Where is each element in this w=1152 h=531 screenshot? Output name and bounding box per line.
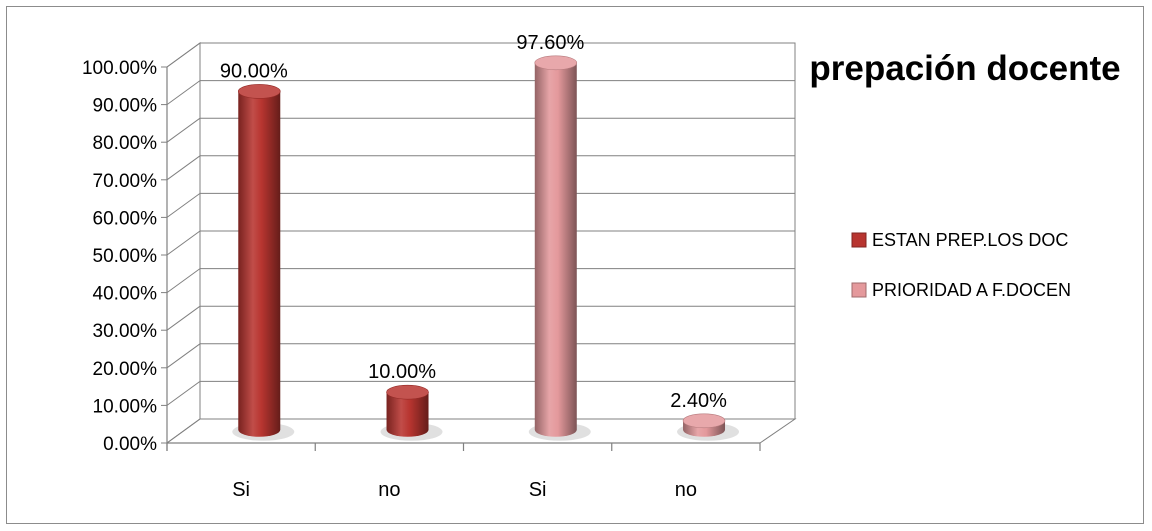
data-label: 90.00% [220,60,288,82]
x-tick-label: no [675,479,697,501]
y-tick-label: 70.00% [93,171,158,192]
y-tick-label: 30.00% [93,321,158,342]
bar-body [238,91,280,436]
y-tick-label: 10.00% [93,396,158,417]
y-tick-label: 60.00% [93,208,158,229]
y-tick-label: 100.00% [82,58,157,79]
y-tick-label: 20.00% [93,359,158,380]
bar-body [535,63,577,437]
y-tick-label: 40.00% [93,284,158,305]
legend-swatch [852,283,866,297]
y-tick-label: 80.00% [93,133,158,154]
y-tick-label: 50.00% [93,246,158,267]
legend-swatch [852,233,866,247]
legend-label: PRIORIDAD A F.DOCEN [872,280,1071,300]
x-tick-label: no [378,479,400,501]
x-tick-label: Si [232,479,250,501]
y-tick-label: 0.00% [103,434,157,455]
y-tick-labels: 0.00% 10.00% 20.00% 30.00% 40.00% 50.00% 60.00… [82,58,157,455]
data-label: 97.60% [516,32,584,54]
data-label: 2.40% [670,390,727,412]
bar-top [238,84,280,98]
y-tick-label: 90.00% [93,96,158,117]
data-label: 10.00% [368,361,436,383]
bar-top [683,414,725,428]
chart-title: prepación docente [809,49,1120,88]
bar-top [535,56,577,70]
x-tick-labels: Si no Si no [232,479,697,501]
x-tick-label: Si [529,479,547,501]
legend-label: ESTAN PREP.LOS DOC [872,230,1068,250]
legend: ESTAN PREP.LOS DOC PRIORIDAD A F.DOCEN [852,230,1071,300]
bar-top [387,385,429,399]
